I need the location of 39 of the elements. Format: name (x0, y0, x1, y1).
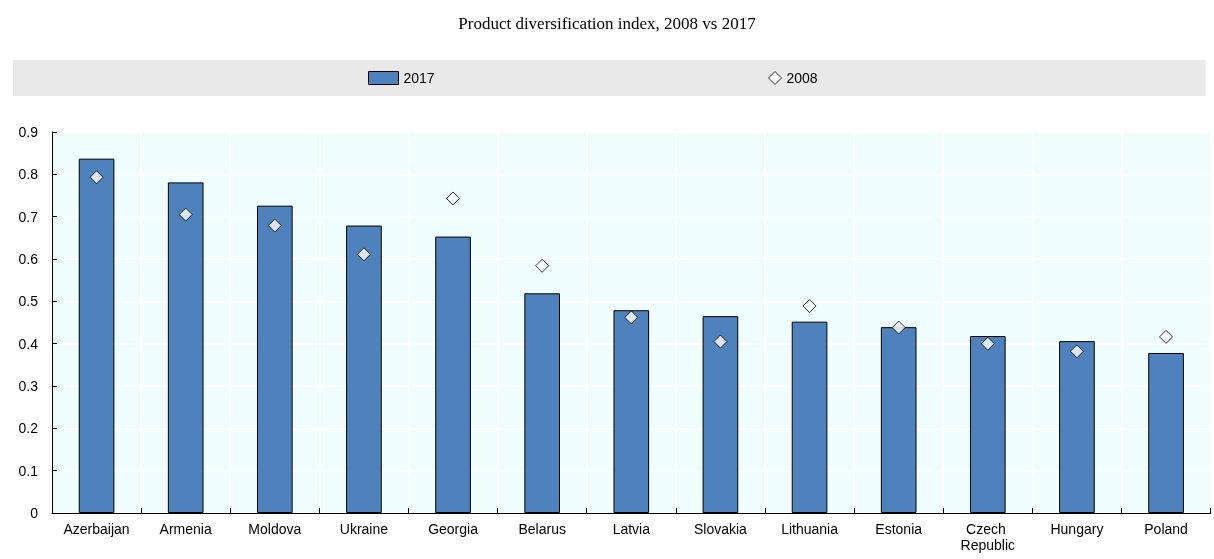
x-tick-label: Hungary (1050, 521, 1104, 537)
y-tick-label: 0.8 (18, 166, 39, 183)
x-tick-label: Estonia (875, 521, 923, 537)
x-tick-label: Lithuania (781, 521, 839, 537)
point (802, 298, 817, 313)
x-tick-label: Czech Republic (960, 521, 1016, 553)
point (624, 310, 639, 325)
x-tick-label: Belarus (518, 521, 566, 537)
y-tick-label: 0.4 (18, 335, 39, 352)
y-tick-label: 0.5 (18, 293, 39, 310)
y-tick-label: 0.2 (18, 420, 39, 437)
point (1159, 329, 1174, 344)
x-tick-label: Georgia (428, 521, 479, 537)
y-tick-label: 0.7 (18, 208, 39, 225)
x-tick-label: Moldova (248, 521, 302, 537)
y-tick-label: 0.6 (18, 251, 39, 267)
point (267, 218, 282, 233)
x-tick-label: Latvia (612, 521, 651, 537)
x-tick-label: Ukraine (339, 521, 389, 537)
point (89, 170, 104, 185)
point (980, 336, 995, 351)
x-tick-label: Slovakia (693, 521, 748, 537)
point (535, 258, 550, 273)
y-tick-label: 0.9 (18, 124, 39, 140)
point (713, 334, 728, 349)
x-tick-label: Azerbaijan (63, 521, 130, 537)
y-tick-label: 0 (30, 505, 39, 521)
y-tick-label: 0.1 (18, 462, 39, 479)
chart-title: Product diversification index, 2008 vs 2017 (458, 14, 757, 33)
point (446, 191, 461, 206)
x-tick-label: Armenia (159, 521, 212, 537)
x-tick-label: Poland (1144, 521, 1188, 537)
point (1069, 344, 1084, 359)
point (178, 207, 193, 222)
point (891, 320, 906, 335)
y-tick-label: 0.3 (18, 378, 39, 394)
legend-label: 2017 (403, 70, 435, 86)
point (356, 247, 371, 262)
legend-label: 2008 (786, 70, 818, 86)
